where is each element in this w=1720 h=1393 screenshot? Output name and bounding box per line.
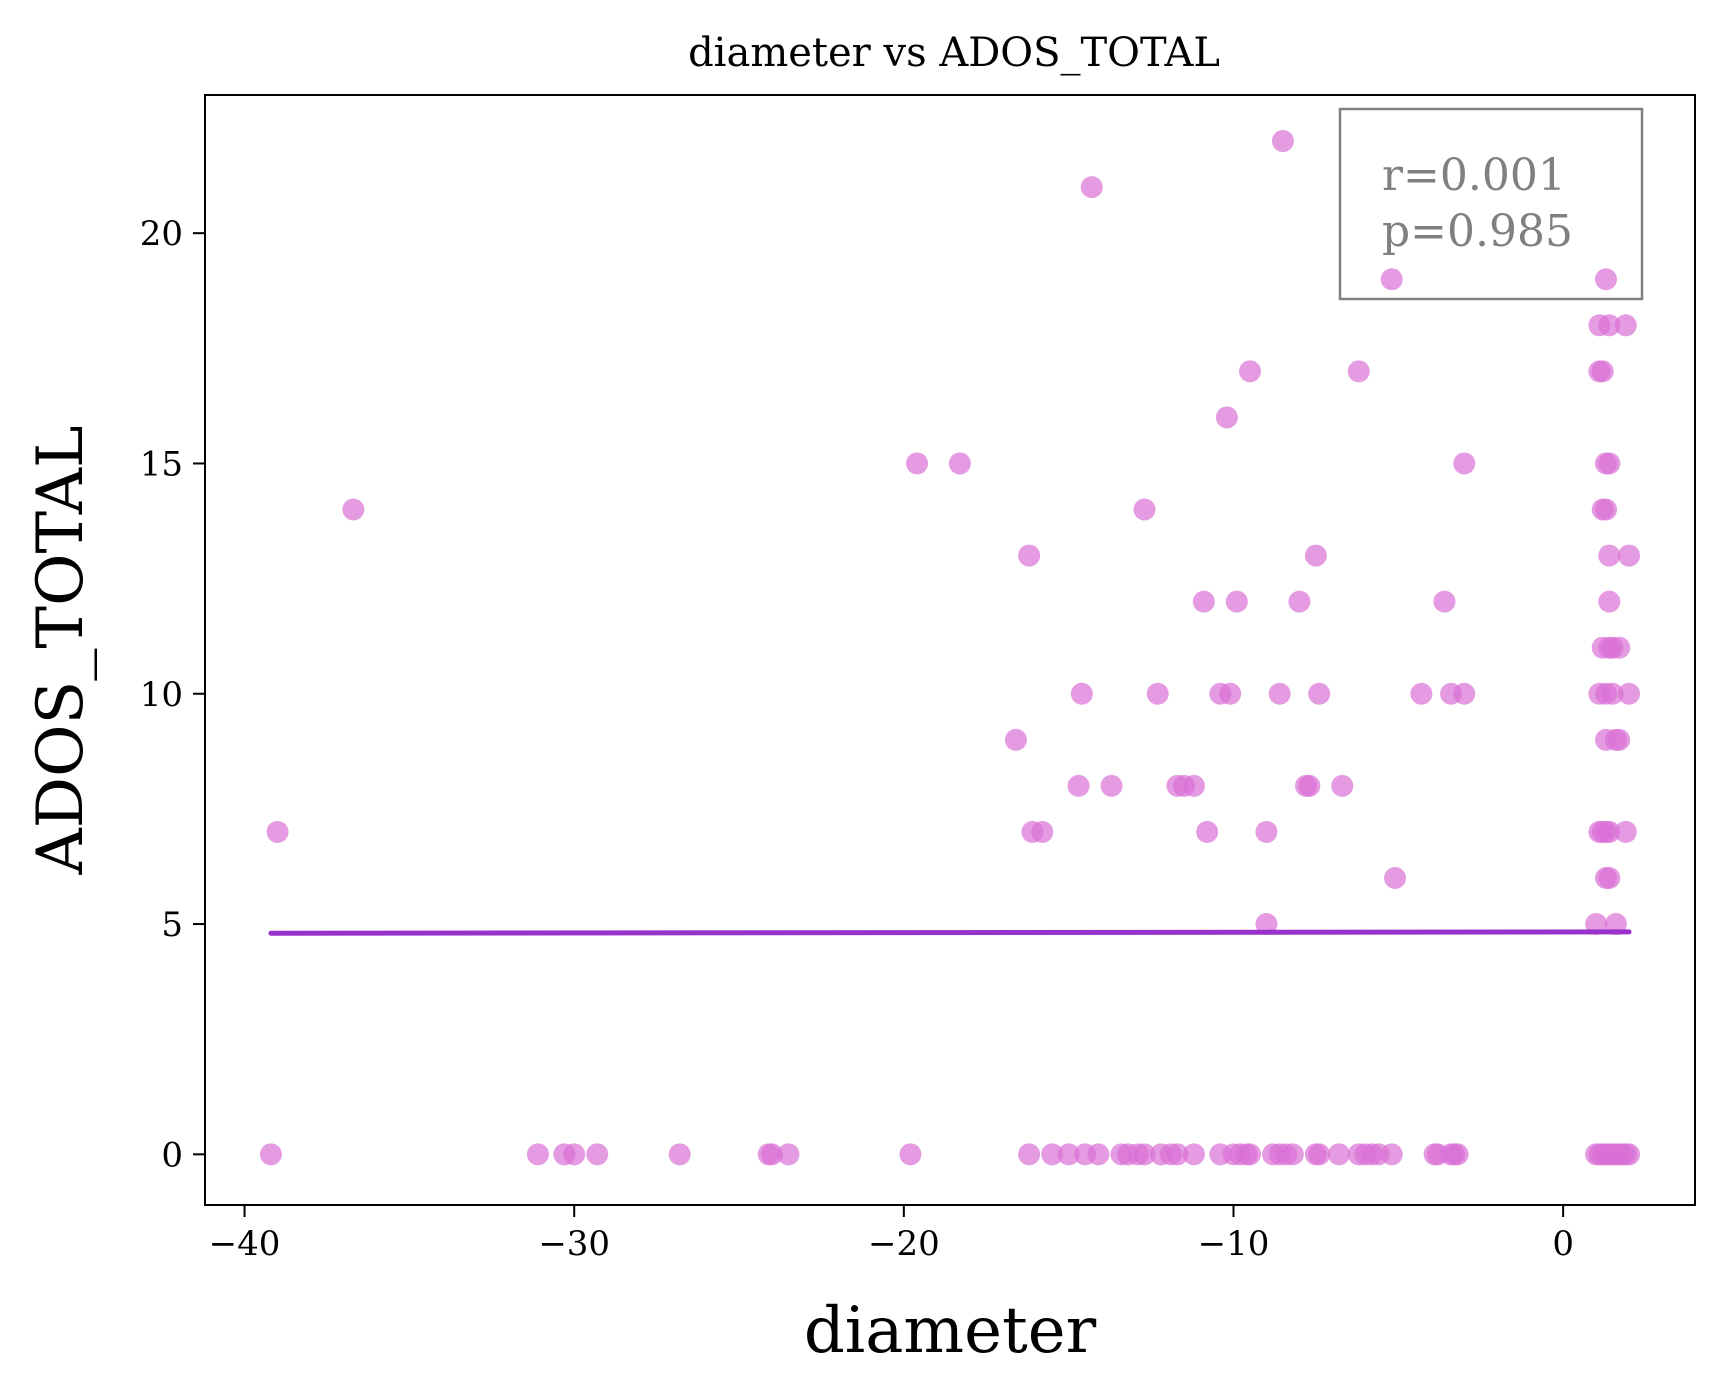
- data-point: [1268, 682, 1291, 705]
- data-point: [1598, 452, 1621, 475]
- data-point: [1219, 682, 1242, 705]
- data-point: [563, 1143, 586, 1166]
- data-point: [266, 820, 289, 843]
- x-tick-label: −30: [538, 1224, 610, 1264]
- x-axis-ticks: −40 −30 −20 −10 0: [209, 1205, 1574, 1264]
- data-point: [1308, 1143, 1331, 1166]
- data-point: [1598, 820, 1621, 843]
- data-point: [1192, 590, 1215, 613]
- data-point: [1384, 866, 1407, 889]
- data-point: [1080, 176, 1103, 199]
- data-point: [1271, 130, 1294, 153]
- data-point: [1238, 360, 1261, 383]
- data-point: [1255, 820, 1278, 843]
- data-point: [1215, 406, 1238, 429]
- data-point: [1308, 682, 1331, 705]
- data-point: [1614, 820, 1637, 843]
- plot-frame: [204, 94, 1696, 1206]
- data-point: [1598, 590, 1621, 613]
- y-tick-label: 0: [161, 1135, 183, 1175]
- data-point: [1331, 774, 1354, 797]
- x-tick-label: −20: [868, 1224, 940, 1264]
- data-point: [1281, 1143, 1304, 1166]
- data-point: [1380, 1143, 1403, 1166]
- y-axis-label: ADOS_TOTAL: [24, 426, 98, 876]
- p-value-text: p=0.985: [1382, 206, 1573, 257]
- data-point: [1166, 1143, 1189, 1166]
- data-point: [1004, 728, 1027, 751]
- data-point: [1182, 1143, 1205, 1166]
- data-point: [1594, 268, 1617, 291]
- data-point: [259, 1143, 282, 1166]
- data-point: [586, 1143, 609, 1166]
- data-point: [1594, 498, 1617, 521]
- data-point: [1347, 360, 1370, 383]
- data-point: [1146, 682, 1169, 705]
- data-point: [1614, 314, 1637, 337]
- data-point: [1601, 682, 1624, 705]
- y-axis-ticks: 0 5 10 15 20: [140, 214, 205, 1175]
- data-point: [948, 452, 971, 475]
- data-point: [1453, 682, 1476, 705]
- data-point: [1608, 728, 1631, 751]
- data-point: [1598, 544, 1621, 567]
- fit-line-layer: [268, 929, 1632, 936]
- data-point: [1608, 636, 1631, 659]
- data-point: [1031, 820, 1054, 843]
- data-point: [342, 498, 365, 521]
- data-point: [668, 1143, 691, 1166]
- data-point: [526, 1143, 549, 1166]
- y-tick-label: 5: [161, 905, 183, 945]
- stats-annotation-box: [1338, 107, 1644, 301]
- data-point: [1304, 544, 1327, 567]
- data-point: [1433, 590, 1456, 613]
- data-point: [1598, 866, 1621, 889]
- data-point: [1327, 1143, 1350, 1166]
- data-point: [1618, 544, 1641, 567]
- data-point: [906, 452, 929, 475]
- y-tick-label: 15: [140, 444, 183, 484]
- data-point: [1100, 774, 1123, 797]
- x-axis-label: diameter: [804, 1294, 1097, 1368]
- data-point: [1057, 1143, 1080, 1166]
- data-point: [1087, 1143, 1110, 1166]
- data-point: [899, 1143, 922, 1166]
- data-point: [1288, 590, 1311, 613]
- x-tick-label: 0: [1552, 1224, 1574, 1264]
- x-tick-label: −40: [209, 1224, 281, 1264]
- data-point: [777, 1143, 800, 1166]
- data-point: [1380, 268, 1403, 291]
- data-point: [1238, 1143, 1261, 1166]
- data-point: [1598, 314, 1621, 337]
- data-point: [1018, 1143, 1041, 1166]
- data-point: [1410, 682, 1433, 705]
- y-tick-label: 20: [140, 214, 183, 254]
- chart-title: diameter vs ADOS_TOTAL: [688, 30, 1220, 76]
- y-tick-label: 10: [140, 675, 183, 715]
- data-point: [1133, 1143, 1156, 1166]
- data-point: [1041, 1143, 1064, 1166]
- stats-annotation: r=0.001 p=0.985: [1338, 107, 1644, 301]
- data-point: [1133, 498, 1156, 521]
- data-point: [1225, 590, 1248, 613]
- data-point: [1618, 1143, 1641, 1166]
- correlation-r-text: r=0.001: [1382, 150, 1566, 201]
- data-point: [1618, 682, 1641, 705]
- data-point: [1067, 774, 1090, 797]
- data-point: [1182, 774, 1205, 797]
- regression-line: [268, 929, 1632, 936]
- data-point: [1453, 452, 1476, 475]
- points-layer: [259, 130, 1641, 1166]
- data-point: [1255, 913, 1278, 936]
- data-point: [760, 1143, 783, 1166]
- data-point: [1070, 682, 1093, 705]
- data-point: [1446, 1143, 1469, 1166]
- data-point: [1591, 360, 1614, 383]
- data-point: [1018, 544, 1041, 567]
- data-point: [1196, 820, 1219, 843]
- data-point: [1298, 774, 1321, 797]
- x-tick-label: −10: [1198, 1224, 1270, 1264]
